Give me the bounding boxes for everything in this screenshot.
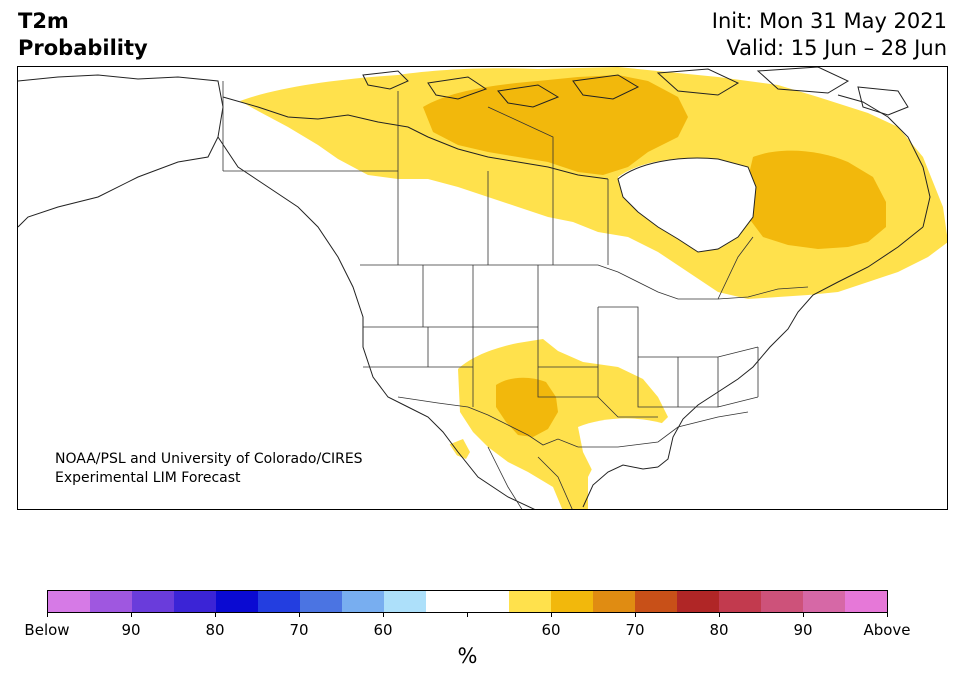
arctic-islands <box>362 67 909 116</box>
us-canada-border <box>360 264 809 300</box>
colorbar-cell <box>509 591 552 612</box>
colorbar-tick-label: Above <box>863 621 911 639</box>
colorbar-cell <box>425 591 468 612</box>
mexico-states <box>487 446 573 509</box>
map-svg <box>18 67 947 509</box>
us-states-south <box>578 411 749 448</box>
us-states-central <box>597 306 759 418</box>
forecast-map <box>17 66 948 510</box>
colorbar-cell <box>257 591 300 612</box>
us-states-west <box>363 265 599 407</box>
prob-contour-above-mid <box>423 75 886 437</box>
shade-quebec <box>746 150 886 249</box>
canada-provinces <box>223 91 754 300</box>
colorbar-tick <box>551 612 552 617</box>
colorbar-labels: Below 90 80 70 60 60 70 80 90 Above <box>24 621 910 641</box>
colorbar-cell <box>299 591 342 612</box>
shade-baja <box>448 439 470 459</box>
colorbar <box>47 590 888 613</box>
island-6 <box>756 67 850 94</box>
colorbar-cell <box>845 591 888 612</box>
colorbar-unit: % <box>457 644 478 668</box>
colorbar-tick-label: 90 <box>793 621 813 639</box>
island-5 <box>656 68 740 96</box>
valid-range: Valid: 15 Jun – 28 Jun <box>726 36 947 60</box>
gulf-of-mexico <box>578 418 678 479</box>
colorbar-tick <box>131 612 132 617</box>
colorbar-cell <box>341 591 384 612</box>
colorbar-cell <box>215 591 258 612</box>
colorbar-tick <box>887 612 888 617</box>
hudson-bay <box>618 157 756 252</box>
borders <box>18 74 931 509</box>
date-block: Init: Mon 31 May 2021 Valid: 15 Jun – 28… <box>712 8 947 62</box>
shade-canada-north <box>240 67 947 299</box>
colorbar-tick <box>803 612 804 617</box>
shade-texas <box>496 377 558 437</box>
colorbar-tick-label: 70 <box>625 621 645 639</box>
colorbar-cell <box>803 591 846 612</box>
island-3 <box>497 84 560 108</box>
atlantic-coast <box>657 226 924 468</box>
credit-block: NOAA/PSL and University of Colorado/CIRE… <box>55 450 363 488</box>
colorbar-tick <box>383 612 384 617</box>
labrador-coast <box>837 94 931 228</box>
colorbar-cell <box>551 591 594 612</box>
colorbar-ticks <box>47 612 888 618</box>
colorbar-tick-label: 60 <box>541 621 561 639</box>
colorbar-tick-label: 80 <box>205 621 225 639</box>
hudson-coast <box>617 157 757 253</box>
product-title: Probability <box>18 36 148 60</box>
shade-nunavut <box>423 75 688 175</box>
colorbar-tick-label: 60 <box>373 621 393 639</box>
colorbar-tick <box>47 612 48 617</box>
gulf-coast <box>582 464 659 508</box>
colorbar-tick-label: Below <box>24 621 70 639</box>
island-4 <box>572 74 640 100</box>
colorbar-cell <box>383 591 426 612</box>
pacific-coast <box>217 136 535 509</box>
variable-title: T2m <box>18 9 69 33</box>
colorbar-tick <box>719 612 720 617</box>
colorbar-cell <box>89 591 132 612</box>
colorbar-tick <box>467 612 468 617</box>
colorbar-tick <box>299 612 300 617</box>
colorbar-tick-label: 70 <box>289 621 309 639</box>
credit-line-1: NOAA/PSL and University of Colorado/CIRE… <box>55 451 363 467</box>
colorbar-cell <box>467 591 510 612</box>
colorbar-cell <box>593 591 636 612</box>
colorbar-tick <box>215 612 216 617</box>
island-7 <box>857 86 909 116</box>
colorbar-cell <box>48 591 90 612</box>
init-date: Init: Mon 31 May 2021 <box>711 9 947 33</box>
colorbar-cell <box>635 591 678 612</box>
arctic-coast <box>222 96 609 180</box>
colorbar-tick-label: 80 <box>709 621 729 639</box>
island-2 <box>427 76 488 100</box>
island-1 <box>362 70 409 90</box>
colorbar-cell <box>173 591 216 612</box>
credit-line-2: Experimental LIM Forecast <box>55 470 241 486</box>
colorbar-cell <box>677 591 720 612</box>
colorbar-cell <box>761 591 804 612</box>
colorbar-cell <box>131 591 174 612</box>
colorbar-cell <box>719 591 762 612</box>
us-mexico-border <box>397 396 579 448</box>
colorbar-tick-label: 90 <box>121 621 141 639</box>
atlantic-mask <box>648 258 947 509</box>
colorbar-tick <box>635 612 636 617</box>
title-block: T2m Probability <box>18 8 148 62</box>
